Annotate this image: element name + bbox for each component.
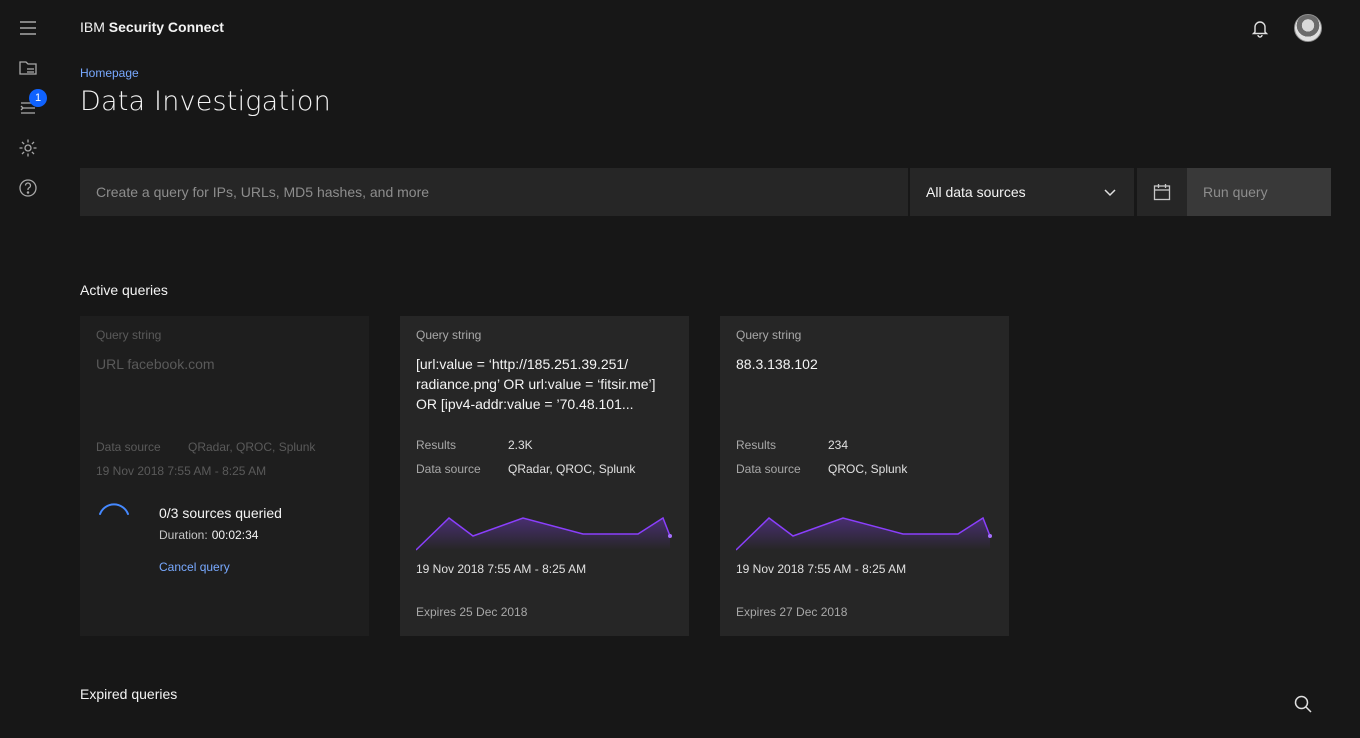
loading-spinner-icon [99, 503, 129, 515]
query-string-label: Query string [736, 328, 802, 342]
expired-queries-title: Expired queries [80, 686, 178, 702]
search-icon[interactable] [1289, 690, 1317, 718]
brand-name: Security Connect [108, 19, 224, 35]
active-queries-title: Active queries [80, 282, 168, 298]
query-input[interactable] [80, 168, 909, 216]
data-source-row: Data source QRadar, QROC, Splunk [416, 462, 635, 476]
query-card-loading[interactable]: Query string URL facebook.com Data sourc… [80, 316, 369, 636]
query-date: 19 Nov 2018 7:55 AM - 8:25 AM [416, 562, 587, 576]
duration-label: Duration: [159, 528, 208, 542]
avatar[interactable] [1294, 14, 1322, 42]
results-label: Results [416, 438, 457, 452]
side-rail: 1 [0, 0, 56, 738]
settings-icon[interactable] [16, 136, 40, 160]
page-title: Data Investigation [80, 86, 331, 117]
data-source-value: QROC, Splunk [828, 462, 908, 476]
query-bar: All data sources Run query [80, 168, 1331, 216]
data-source-label: Data source [96, 440, 161, 454]
data-source-value: QRadar, QROC, Splunk [188, 440, 316, 454]
data-source-select[interactable]: All data sources [910, 168, 1134, 216]
query-string-label: Query string [416, 328, 482, 342]
query-card[interactable]: Query string [url:value = ‘http://185.25… [400, 316, 689, 636]
data-source-row: Data source QROC, Splunk [736, 462, 907, 476]
results-value: 234 [828, 438, 849, 452]
results-sparkline [416, 516, 672, 551]
expires-text: Expires 25 Dec 2018 [416, 605, 528, 619]
sources-queried-status: 0/3 sources queried [159, 505, 282, 521]
date-picker-button[interactable] [1137, 168, 1187, 216]
query-string: [url:value = ‘http://185.251.39.251/ rad… [416, 356, 656, 412]
data-source-label: Data source [416, 462, 481, 476]
breadcrumb[interactable]: Homepage [80, 66, 139, 80]
data-source-row: Data source QRadar, QROC, Splunk [96, 440, 315, 454]
run-query-button[interactable]: Run query [1187, 168, 1331, 216]
data-source-selected: All data sources [926, 184, 1026, 200]
cancel-query-link[interactable]: Cancel query [159, 560, 230, 574]
app-brand[interactable]: IBM Security Connect [80, 19, 224, 35]
data-source-value: QRadar, QROC, Splunk [508, 462, 636, 476]
expires-text: Expires 27 Dec 2018 [736, 605, 848, 619]
help-icon[interactable] [16, 176, 40, 200]
query-date: 19 Nov 2018 7:55 AM - 8:25 AM [736, 562, 907, 576]
results-row: Results 234 [736, 438, 848, 452]
duration-value: 00:02:34 [211, 528, 259, 542]
query-card[interactable]: Query string 88.3.138.102 Results 234 Da… [720, 316, 1009, 636]
query-date: 19 Nov 2018 7:55 AM - 8:25 AM [96, 464, 267, 478]
menu-icon[interactable] [16, 16, 40, 40]
results-sparkline [736, 516, 992, 551]
results-value: 2.3K [508, 438, 533, 452]
chevron-down-icon [1104, 189, 1116, 197]
results-row: Results 2.3K [416, 438, 533, 452]
query-string: 88.3.138.102 [736, 356, 818, 372]
data-source-label: Data source [736, 462, 801, 476]
calendar-icon [1153, 184, 1171, 201]
folder-icon[interactable] [16, 56, 40, 80]
query-string: URL facebook.com [96, 356, 215, 372]
brand-prefix: IBM [80, 19, 105, 35]
notification-icon[interactable] [1246, 14, 1274, 42]
notification-badge: 1 [29, 89, 47, 107]
duration-row: Duration: 00:02:34 [159, 528, 258, 542]
query-string-label: Query string [96, 328, 162, 342]
results-label: Results [736, 438, 777, 452]
